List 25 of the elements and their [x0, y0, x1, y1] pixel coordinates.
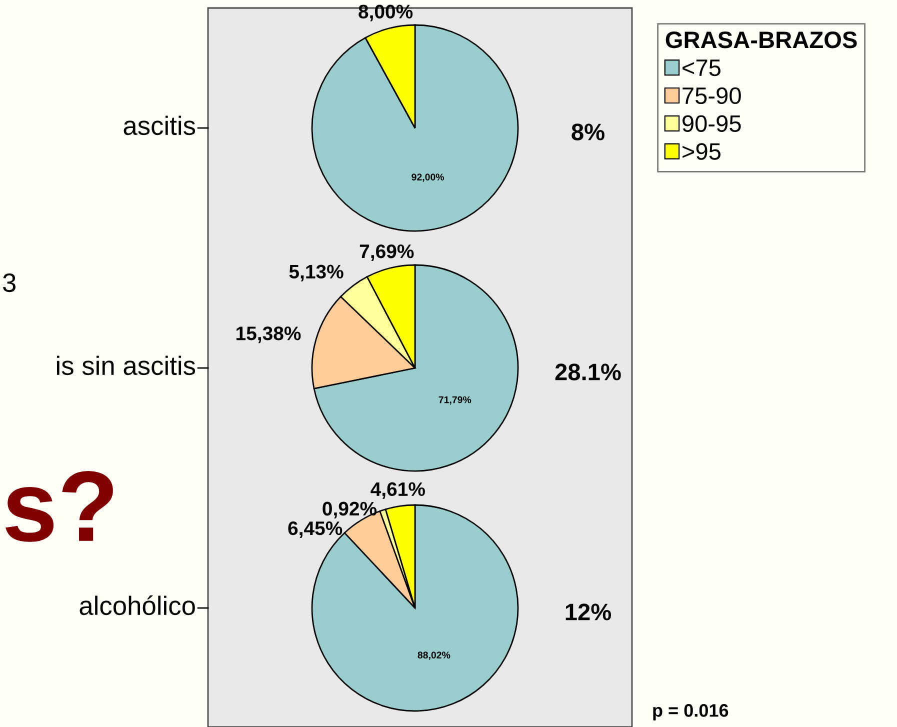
data-label: 7,69% [360, 244, 414, 262]
text: s? [6, 471, 113, 542]
text: 8% [572, 124, 604, 140]
data-label: 88,02% [418, 652, 450, 660]
text: 3 [3, 273, 16, 292]
legend-label: >95 [682, 143, 720, 160]
data-label: 4,61% [370, 482, 425, 499]
text: 28.1% [555, 364, 621, 380]
text: alcohólico [80, 595, 195, 616]
data-label: 15,38% [236, 326, 301, 344]
data-label: 8,00% [358, 4, 413, 22]
legend-label: <75 [682, 60, 720, 76]
data-label: 0,92% [322, 502, 377, 518]
data-label: 5,13% [289, 264, 344, 282]
text: 12% [566, 604, 612, 620]
legend-label: 75-90 [682, 87, 741, 104]
text: is sin ascitis [56, 356, 196, 376]
pie-slice [311, 24, 519, 232]
data-label: 71,79% [438, 396, 472, 405]
data-label: 92,00% [412, 174, 444, 182]
legend-label: 90-95 [682, 115, 741, 132]
legend-title: GRASA-BRAZOS [666, 32, 857, 48]
text: ascitis [124, 116, 196, 136]
data-label: 6,45% [288, 521, 342, 538]
text: p = 0.016 [653, 704, 728, 720]
